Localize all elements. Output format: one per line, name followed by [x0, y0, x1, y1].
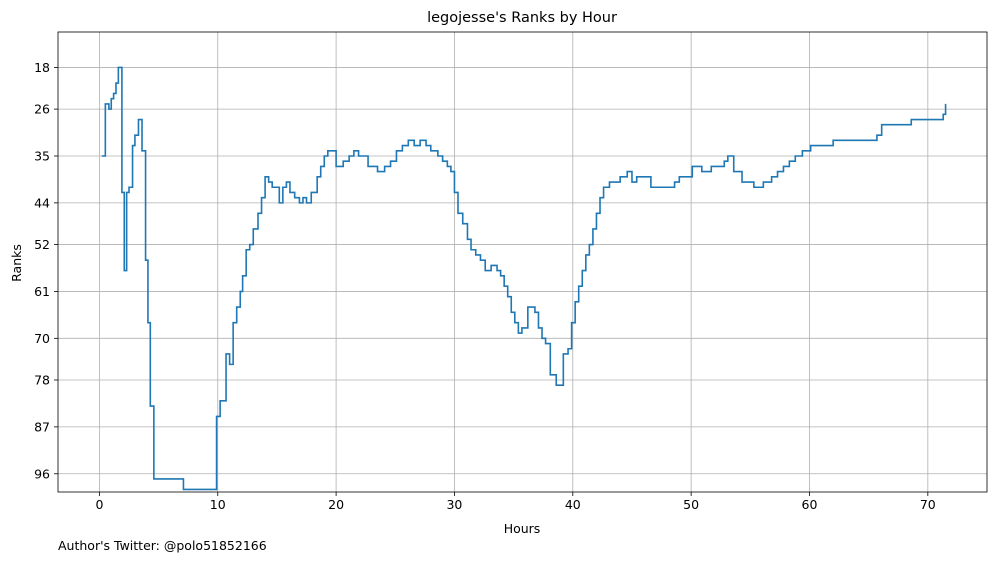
y-tick-label: 78 [34, 372, 50, 387]
y-tick-label: 87 [34, 419, 50, 434]
x-tick-label: 50 [683, 497, 699, 512]
y-tick-label: 70 [34, 331, 50, 346]
chart-title: legojesse's Ranks by Hour [427, 10, 617, 26]
x-tick-label: 40 [565, 497, 581, 512]
x-tick-label: 0 [95, 497, 103, 512]
y-tick-label: 52 [34, 237, 50, 252]
y-tick-label: 96 [34, 466, 50, 481]
tick-layer: 0 10 20 30 40 50 60 70 18 26 35 44 52 61 70 78 87 96 [34, 60, 936, 512]
x-tick-label: 60 [802, 497, 818, 512]
series-line [101, 66, 947, 491]
x-tick-label: 70 [920, 497, 936, 512]
y-axis-label: Ranks [9, 244, 24, 282]
y-tick-label: 18 [34, 60, 50, 75]
y-tick-label: 61 [34, 284, 50, 299]
x-axis-label: Hours [504, 521, 541, 536]
y-tick-label: 35 [34, 148, 50, 163]
y-tick-label: 26 [34, 102, 50, 117]
x-tick-label: 10 [210, 497, 226, 512]
x-tick-label: 30 [446, 497, 462, 512]
y-tick-label: 44 [34, 195, 50, 210]
author-credit: Author's Twitter: @polo51852166 [58, 538, 267, 553]
x-tick-label: 20 [328, 497, 344, 512]
plot-frame [57, 31, 988, 493]
series-layer [101, 66, 947, 491]
grid-lines [58, 32, 987, 492]
